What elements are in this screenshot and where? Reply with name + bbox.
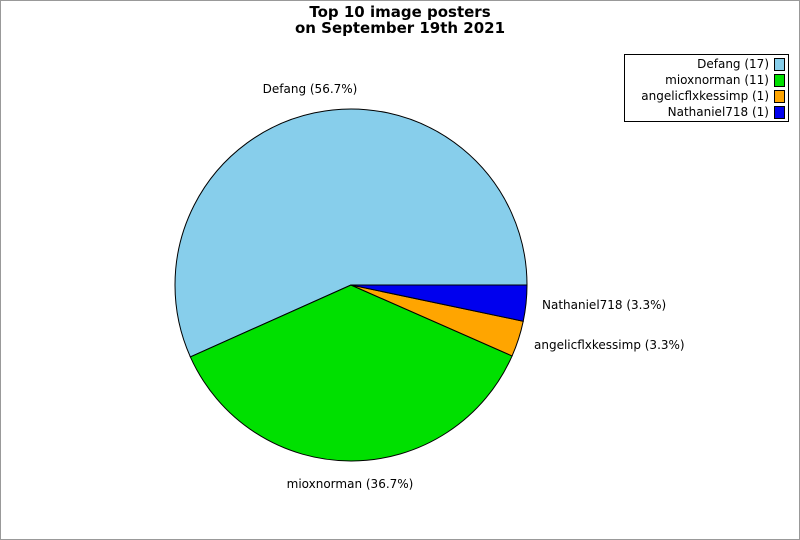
legend-label-nathaniel718: Nathaniel718 (1) bbox=[667, 105, 769, 119]
legend-swatch-defang bbox=[774, 57, 785, 71]
chart-title: Top 10 image posters on September 19th 2… bbox=[1, 4, 799, 36]
legend-swatch-nathaniel718 bbox=[774, 105, 785, 119]
chart-title-line1: Top 10 image posters bbox=[309, 3, 491, 21]
pie-slice-Defang bbox=[174, 108, 528, 358]
slice-label-angelicflxkessimp: angelicflxkessimp (3.3%) bbox=[534, 338, 685, 352]
pie-slice-Nathaniel718 bbox=[350, 284, 528, 322]
legend-label-angelicflxkessimp: angelicflxkessimp (1) bbox=[641, 89, 769, 103]
pie-slice-mioxnorman bbox=[189, 284, 513, 462]
slice-label-defang: Defang (56.7%) bbox=[262, 82, 358, 96]
legend-swatch-angelicflxkessimp bbox=[774, 89, 785, 103]
legend-row-defang: Defang (17) bbox=[628, 56, 785, 72]
legend-row-angelicflxkessimp: angelicflxkessimp (1) bbox=[628, 88, 785, 104]
slice-label-mioxnorman: mioxnorman (36.7%) bbox=[286, 477, 414, 491]
slice-label-nathaniel718: Nathaniel718 (3.3%) bbox=[542, 298, 667, 312]
legend: Defang (17) mioxnorman (11) angelicflxke… bbox=[624, 54, 789, 122]
chart-title-line2: on September 19th 2021 bbox=[294, 19, 506, 37]
legend-swatch-mioxnorman bbox=[774, 73, 785, 87]
legend-label-mioxnorman: mioxnorman (11) bbox=[665, 73, 769, 87]
legend-row-nathaniel718: Nathaniel718 (1) bbox=[628, 104, 785, 120]
legend-label-defang: Defang (17) bbox=[697, 57, 769, 71]
legend-row-mioxnorman: mioxnorman (11) bbox=[628, 72, 785, 88]
